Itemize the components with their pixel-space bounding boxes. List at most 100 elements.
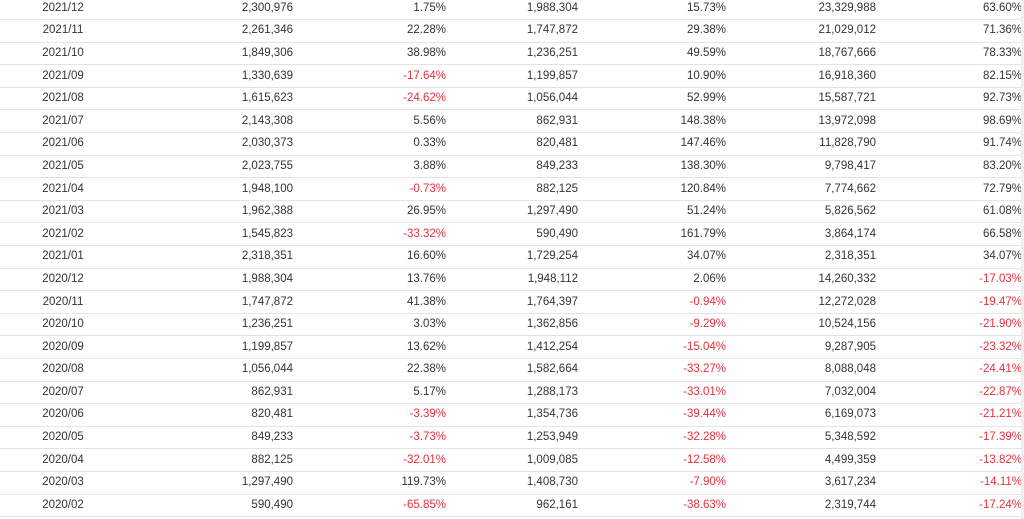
cell-value-3: 21,029,012 — [728, 19, 878, 43]
cell-change-1: 0.33% — [295, 132, 448, 156]
cell-value-2: 962,161 — [448, 494, 580, 518]
cell-month: 2021/04 — [0, 177, 100, 201]
table-row: 2021/08 1,615,623 -24.62% 1,056,044 52.99% 15… — [0, 87, 1024, 111]
cell-month: 2020/09 — [0, 335, 100, 359]
cell-value-2: 1,764,397 — [448, 290, 580, 314]
cell-value-1: 2,030,373 — [100, 132, 295, 156]
cell-value-3: 11,828,790 — [728, 132, 878, 156]
cell-value-3: 2,319,744 — [728, 494, 878, 518]
cell-change-3: -21.90% — [878, 313, 1024, 337]
cell-change-3: 91.74% — [878, 132, 1024, 156]
cell-value-1: 2,261,346 — [100, 19, 295, 43]
cell-value-1: 820,481 — [100, 403, 295, 427]
cell-change-3: 61.08% — [878, 200, 1024, 224]
cell-change-3: 71.36% — [878, 19, 1024, 43]
cell-value-2: 1,408,730 — [448, 471, 580, 495]
cell-change-1: 3.03% — [295, 313, 448, 337]
cell-value-3: 3,864,174 — [728, 222, 878, 247]
cell-change-1: -3.39% — [295, 403, 448, 427]
table-row: 2020/08 1,056,044 22.38% 1,582,664 -33.27% 8,… — [0, 358, 1024, 382]
cell-value-3: 15,587,721 — [728, 87, 878, 111]
cell-change-2: -39.44% — [580, 403, 728, 427]
table-row: 2020/05 849,233 -3.73% 1,253,949 -32.28% 5,34… — [0, 426, 1024, 450]
cell-value-2: 590,490 — [448, 222, 580, 247]
cell-change-3: 83.20% — [878, 155, 1024, 179]
cell-change-2: 161.79% — [580, 222, 728, 247]
table-row: 2021/04 1,948,100 -0.73% 882,125 120.84% 7,77… — [0, 177, 1024, 201]
cell-change-3: -23.32% — [878, 335, 1024, 359]
cell-value-1: 1,199,857 — [100, 335, 295, 359]
cell-month: 2020/04 — [0, 448, 100, 472]
cell-change-1: -65.85% — [295, 494, 448, 518]
cell-change-1: 5.56% — [295, 109, 448, 134]
cell-value-2: 862,931 — [448, 109, 580, 134]
cell-value-1: 882,125 — [100, 448, 295, 472]
cell-change-1: -32.01% — [295, 448, 448, 472]
cell-value-1: 1,056,044 — [100, 358, 295, 382]
cell-value-3: 7,774,662 — [728, 177, 878, 201]
cell-value-1: 849,233 — [100, 426, 295, 450]
cell-change-2: 148.38% — [580, 109, 728, 134]
table-row: 2020/06 820,481 -3.39% 1,354,736 -39.44% 6,16… — [0, 403, 1024, 427]
cell-change-3: 92.73% — [878, 87, 1024, 111]
cell-change-1: -24.62% — [295, 87, 448, 111]
cell-change-3: 63.60% — [878, 0, 1024, 21]
cell-change-1: 13.62% — [295, 335, 448, 359]
cell-value-2: 1,412,254 — [448, 335, 580, 359]
cell-month: 2021/12 — [0, 0, 100, 21]
cell-month: 2021/11 — [0, 19, 100, 43]
cell-month: 2021/06 — [0, 132, 100, 156]
cell-value-3: 6,169,073 — [728, 403, 878, 427]
cell-value-2: 1,354,736 — [448, 403, 580, 427]
cell-value-2: 1,236,251 — [448, 42, 580, 66]
cell-change-1: 13.76% — [295, 268, 448, 292]
cell-change-3: -17.03% — [878, 268, 1024, 292]
cell-month: 2021/01 — [0, 245, 100, 269]
cell-value-1: 1,297,490 — [100, 471, 295, 495]
cell-value-1: 1,962,388 — [100, 200, 295, 224]
cell-change-2: -0.94% — [580, 290, 728, 314]
table-row: 2021/07 2,143,308 5.56% 862,931 148.38% 13,97… — [0, 109, 1024, 134]
table-row: 2021/01 2,318,351 16.60% 1,729,254 34.07% 2,3… — [0, 245, 1024, 269]
table-row: 2020/02 590,490 -65.85% 962,161 -38.63% 2,319… — [0, 494, 1024, 518]
cell-value-2: 1,988,304 — [448, 0, 580, 21]
cell-value-2: 1,009,085 — [448, 448, 580, 472]
cell-value-3: 10,524,156 — [728, 313, 878, 337]
cell-change-1: -17.64% — [295, 64, 448, 88]
table-row: 2021/12 2,300,976 1.75% 1,988,304 15.73% 23,3… — [0, 0, 1024, 21]
cell-change-1: 22.28% — [295, 19, 448, 43]
cell-value-2: 1,362,856 — [448, 313, 580, 337]
cell-change-2: -33.27% — [580, 358, 728, 382]
cell-value-1: 2,318,351 — [100, 245, 295, 269]
table-row: 2021/06 2,030,373 0.33% 820,481 147.46% 11,82… — [0, 132, 1024, 156]
cell-value-1: 862,931 — [100, 381, 295, 405]
cell-value-1: 2,300,976 — [100, 0, 295, 21]
cell-value-2: 1,253,949 — [448, 426, 580, 450]
cell-value-3: 5,826,562 — [728, 200, 878, 224]
cell-change-2: 49.59% — [580, 42, 728, 66]
cell-value-3: 4,499,359 — [728, 448, 878, 472]
cell-month: 2020/02 — [0, 494, 100, 518]
cell-change-3: 78.33% — [878, 42, 1024, 66]
cell-change-1: 1.75% — [295, 0, 448, 21]
cell-change-1: 5.17% — [295, 381, 448, 405]
cell-change-3: -22.87% — [878, 381, 1024, 405]
cell-month: 2020/07 — [0, 381, 100, 405]
cell-change-3: 34.07% — [878, 245, 1024, 269]
cell-month: 2021/05 — [0, 155, 100, 179]
cell-value-2: 1,056,044 — [448, 87, 580, 111]
vertical-scrollbar[interactable] — [1021, 0, 1024, 519]
cell-value-2: 1,199,857 — [448, 64, 580, 88]
cell-value-3: 18,767,666 — [728, 42, 878, 66]
cell-month: 2021/03 — [0, 200, 100, 224]
cell-change-2: 52.99% — [580, 87, 728, 111]
cell-change-1: -33.32% — [295, 222, 448, 247]
cell-change-3: 72.79% — [878, 177, 1024, 201]
table-row: 2021/03 1,962,388 26.95% 1,297,490 51.24% 5,8… — [0, 200, 1024, 224]
cell-value-2: 1,729,254 — [448, 245, 580, 269]
cell-change-2: -15.04% — [580, 335, 728, 359]
cell-change-3: -13.82% — [878, 448, 1024, 472]
